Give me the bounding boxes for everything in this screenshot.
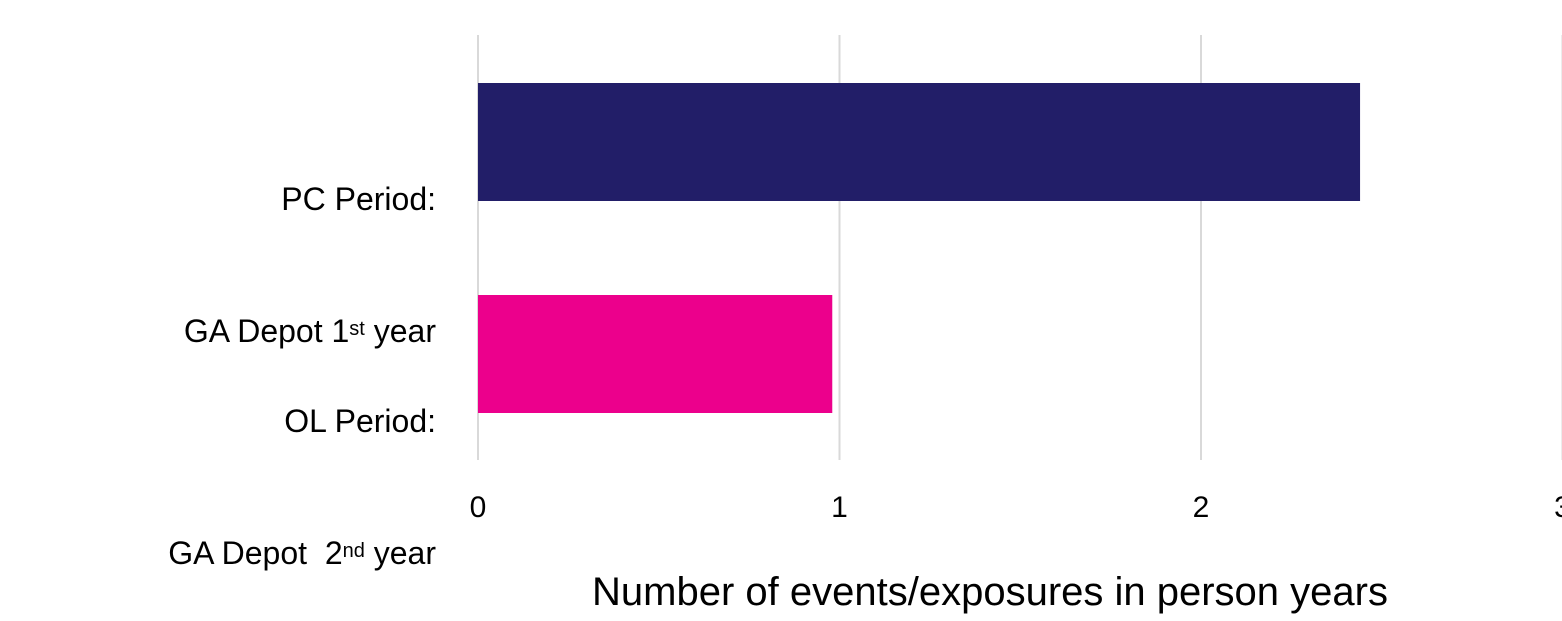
category-label-line1: PC Period:	[281, 181, 436, 217]
x-tick-label-3: 3	[1554, 491, 1562, 524]
x-tick-labels: 0 1 2 3	[470, 491, 1562, 524]
x-tick-label-0: 0	[470, 491, 487, 524]
bars	[478, 83, 1361, 413]
x-tick-label-2: 2	[1193, 491, 1210, 524]
x-tick-label-1: 1	[831, 491, 848, 524]
category-label-ol-period: OL Period: GA Depot 2nd year	[168, 311, 436, 619]
category-label-line2: GA Depot 1st year	[183, 313, 436, 349]
category-label-line2: GA Depot 2nd year	[168, 535, 436, 571]
x-axis-title: Number of events/exposures in person yea…	[592, 570, 1388, 614]
category-label-pc-period: PC Period: GA Depot 1st year	[184, 89, 436, 397]
bar-ol-period	[478, 295, 833, 413]
bar-pc-period	[478, 83, 1361, 201]
category-label-line1: OL Period:	[284, 403, 436, 439]
